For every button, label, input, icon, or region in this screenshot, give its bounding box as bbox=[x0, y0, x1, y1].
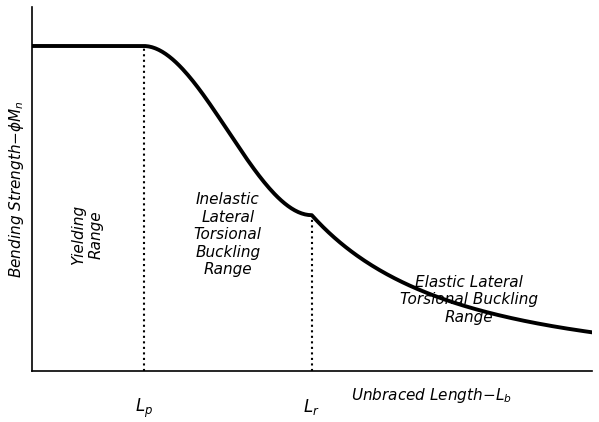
Text: Yielding
Range: Yielding Range bbox=[71, 205, 104, 265]
Text: Inelastic
Lateral
Torsional
Buckling
Range: Inelastic Lateral Torsional Buckling Ran… bbox=[193, 192, 262, 277]
Text: $L_r$: $L_r$ bbox=[304, 397, 320, 417]
Text: Elastic Lateral
Torsional Buckling
Range: Elastic Lateral Torsional Buckling Range bbox=[400, 275, 538, 325]
Y-axis label: Bending Strength$-\phi M_n$: Bending Strength$-\phi M_n$ bbox=[7, 100, 26, 278]
Text: Unbraced Length$-L_b$: Unbraced Length$-L_b$ bbox=[351, 386, 512, 405]
Text: $L_p$: $L_p$ bbox=[135, 397, 153, 420]
